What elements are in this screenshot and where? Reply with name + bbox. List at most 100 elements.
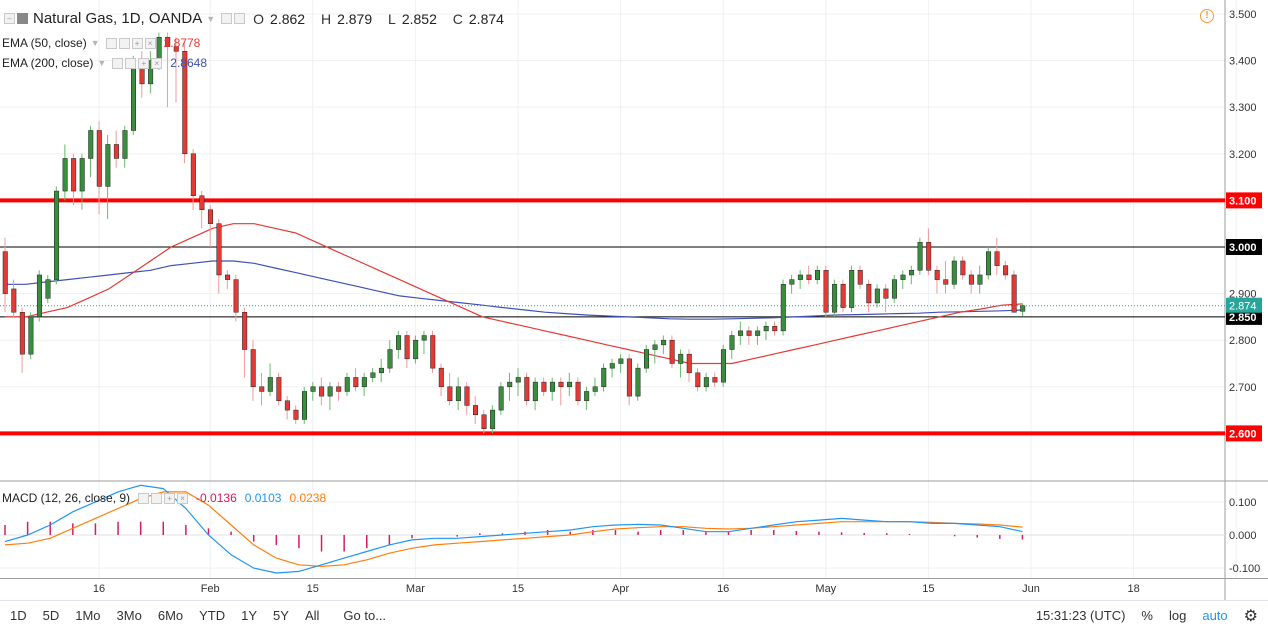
candle — [302, 391, 307, 420]
candle — [336, 386, 342, 392]
add-icon[interactable]: + — [164, 492, 176, 504]
eye-icon[interactable] — [105, 37, 117, 49]
price-chart[interactable]: 3.500 3.400 3.300 3.200 3.100 3.000 2.900 2.850… — [0, 0, 1268, 600]
chevron-down-icon[interactable]: ▼ — [206, 13, 216, 24]
settings-icon[interactable] — [125, 57, 137, 69]
period-6mo[interactable]: 6Mo — [157, 608, 184, 623]
add-icon[interactable]: + — [131, 37, 143, 49]
candle — [447, 386, 453, 402]
period-5y[interactable]: 5Y — [273, 608, 289, 623]
settings-icon[interactable] — [118, 37, 130, 49]
macd-tick-label: 0.000 — [1229, 530, 1257, 542]
percent-toggle[interactable]: % — [1141, 608, 1153, 623]
candle — [635, 367, 641, 397]
candle — [567, 381, 573, 388]
candle — [558, 381, 564, 388]
candle — [165, 37, 171, 47]
eye-icon[interactable] — [112, 57, 124, 69]
candle — [11, 288, 17, 313]
add-icon[interactable]: + — [138, 57, 150, 69]
candle — [592, 386, 598, 392]
candle — [780, 284, 786, 332]
time-tick-label: 16 — [717, 583, 729, 595]
candle — [45, 279, 51, 299]
settings-icon[interactable] — [221, 13, 233, 24]
close-icon[interactable]: × — [151, 57, 163, 69]
candle — [806, 274, 812, 280]
macd-tick-label: -0.100 — [1229, 563, 1260, 575]
candle — [797, 274, 803, 280]
candle — [319, 386, 325, 397]
alert-icon[interactable]: ! — [1200, 9, 1214, 23]
ema50-line — [5, 223, 1023, 365]
auto-toggle[interactable]: auto — [1202, 608, 1228, 623]
high-value: 2.879 — [337, 10, 373, 27]
close-icon[interactable]: × — [144, 37, 156, 49]
goto-button[interactable]: Go to... — [343, 608, 387, 623]
gear-icon[interactable]: ⚙ — [1243, 607, 1258, 625]
time-tick-label: Jun — [1022, 583, 1040, 595]
period-ytd[interactable]: YTD — [199, 608, 226, 623]
candle — [909, 270, 915, 276]
time-tick-label: 16 — [93, 583, 105, 595]
candle — [2, 251, 8, 294]
clock-time[interactable]: 15:31:23 (UTC) — [1035, 608, 1126, 623]
candle — [267, 377, 273, 392]
level-tag — [1226, 238, 1262, 255]
candle — [703, 377, 709, 388]
period-1y[interactable]: 1Y — [241, 608, 258, 623]
chevron-down-icon[interactable]: ▼ — [97, 58, 107, 68]
candle — [943, 279, 949, 285]
price-tick-label: 3.500 — [1229, 9, 1257, 21]
candle — [532, 381, 538, 402]
candle — [242, 311, 248, 350]
macd-signal-value: 0.0238 — [289, 491, 327, 505]
candle — [661, 339, 667, 346]
period-5d[interactable]: 5D — [42, 608, 60, 623]
candle — [327, 386, 333, 397]
candle — [960, 260, 966, 276]
symbol-title[interactable]: Natural Gas, 1D, OANDA — [33, 10, 203, 27]
log-toggle[interactable]: log — [1168, 608, 1187, 623]
candle — [71, 158, 77, 192]
settings-icon[interactable] — [151, 492, 163, 504]
ema200-label[interactable]: EMA (200, close) — [2, 56, 94, 70]
candle — [438, 367, 444, 388]
close-value: 2.874 — [468, 10, 504, 27]
current-price-label: 2.874 — [1229, 301, 1257, 313]
macd-label[interactable]: MACD (12, 26, close, 9) — [2, 491, 131, 505]
time-tick-label: 18 — [1127, 583, 1139, 595]
candle — [1020, 305, 1026, 312]
candle — [891, 279, 897, 299]
candle — [233, 279, 239, 313]
period-1d[interactable]: 1D — [10, 608, 27, 623]
candle — [789, 279, 795, 285]
candle — [387, 349, 393, 369]
candle — [626, 358, 632, 397]
period-3mo[interactable]: 3Mo — [116, 608, 142, 623]
candle — [986, 251, 991, 276]
candle — [79, 158, 85, 192]
candle — [216, 223, 222, 276]
period-1mo[interactable]: 1Mo — [75, 608, 101, 623]
collapse-icon[interactable]: – — [4, 13, 15, 24]
candle — [455, 386, 461, 402]
period-all[interactable]: All — [304, 608, 320, 623]
price-tick-label: 2.900 — [1229, 289, 1257, 301]
candle — [772, 325, 778, 332]
symbol-logo-icon — [17, 13, 28, 24]
eye-icon[interactable] — [138, 492, 150, 504]
candle — [686, 353, 692, 374]
ema50-label[interactable]: EMA (50, close) — [2, 36, 87, 50]
ema50-value: 2.8778 — [163, 36, 201, 50]
candle — [755, 330, 761, 336]
ohlc-values: O 2.862 H 2.879 L 2.852 C 2.874 — [253, 10, 504, 27]
chevron-down-icon[interactable]: ▼ — [90, 38, 100, 48]
candle — [413, 339, 419, 360]
candle — [849, 270, 855, 308]
ema200-value: 2.8648 — [170, 56, 207, 70]
eye-icon[interactable] — [234, 13, 246, 24]
candle — [344, 377, 350, 392]
candle — [378, 367, 384, 374]
close-icon[interactable]: × — [177, 492, 189, 504]
